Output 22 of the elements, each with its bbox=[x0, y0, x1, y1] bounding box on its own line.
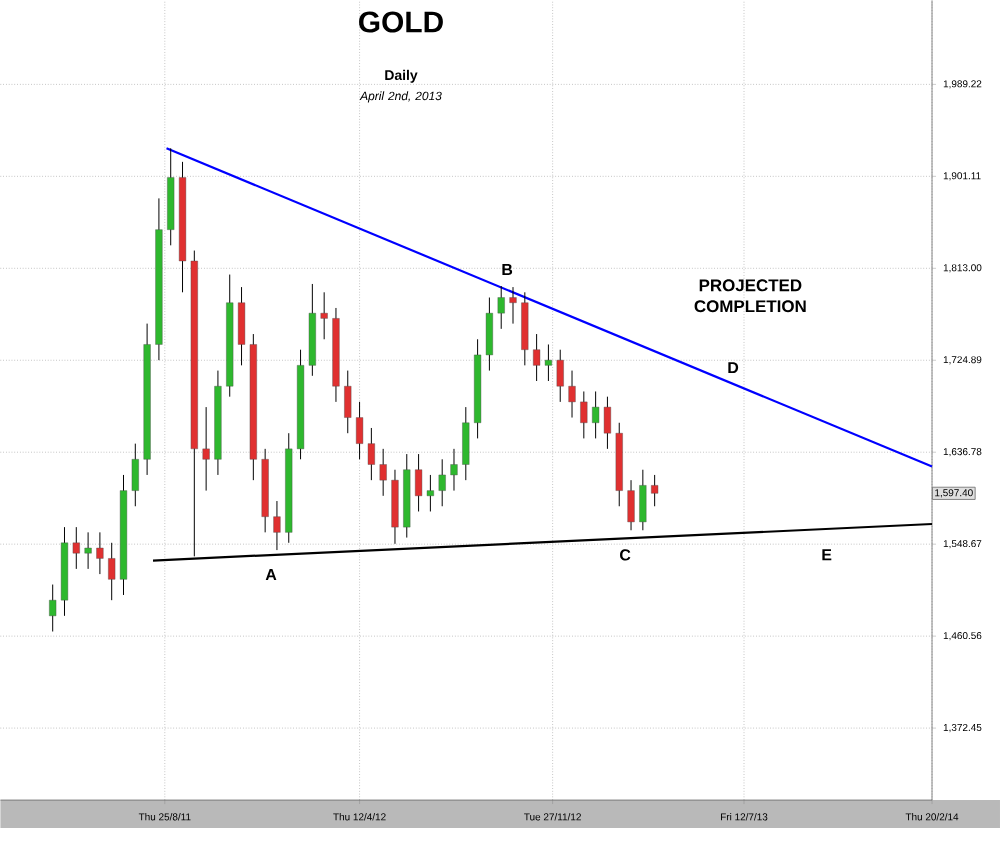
candlestick bbox=[344, 370, 352, 434]
candlestick bbox=[627, 479, 635, 531]
candlestick bbox=[320, 291, 328, 340]
candlestick bbox=[84, 531, 92, 570]
annotation: PROJECTED COMPLETION bbox=[694, 279, 806, 313]
candlestick bbox=[202, 406, 210, 492]
candlestick bbox=[509, 286, 517, 325]
candlestick bbox=[450, 448, 458, 492]
candlestick bbox=[497, 285, 505, 330]
candlestick bbox=[651, 474, 659, 507]
candlestick bbox=[379, 448, 387, 497]
candlestick bbox=[273, 500, 281, 551]
candlestick bbox=[521, 291, 529, 366]
chart-title: GOLD bbox=[359, 11, 443, 33]
candlestick bbox=[639, 469, 647, 531]
candlestick bbox=[391, 469, 399, 545]
candlestick bbox=[96, 531, 104, 575]
candlestick bbox=[462, 406, 470, 481]
candlestick bbox=[568, 370, 576, 419]
candlestick bbox=[556, 349, 564, 403]
candlestick bbox=[438, 458, 446, 507]
candlestick bbox=[580, 390, 588, 439]
